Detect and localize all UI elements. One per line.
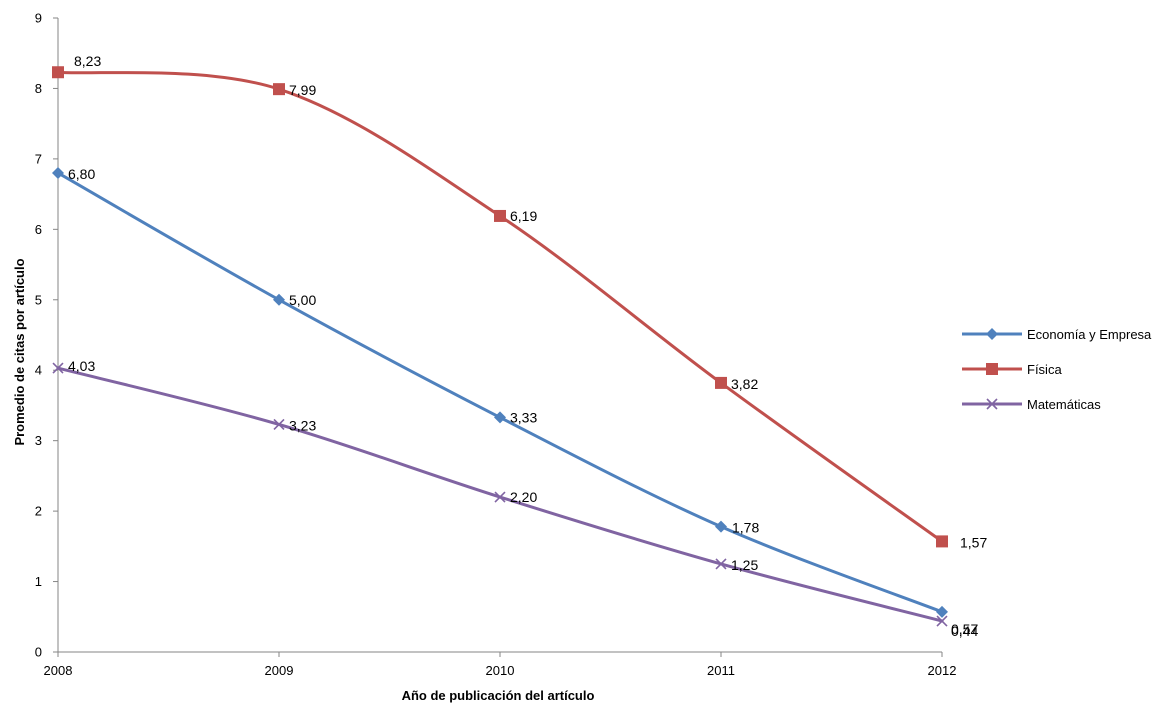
data-label: 0,44	[951, 623, 978, 639]
data-point	[273, 418, 285, 431]
series-layer: 4,03 3,23 2,20 1,25 0,44 6,80 5,00 3,33 1,78 0,57…	[52, 53, 987, 639]
y-tick-label: 8	[35, 81, 42, 96]
legend-label: Matemáticas	[1027, 397, 1101, 412]
y-tick-label: 5	[35, 292, 42, 307]
legend-item: Matemáticas	[962, 397, 1101, 412]
data-point	[52, 166, 64, 179]
y-axis: 0 1 2 3 4 5 6 7 8 9	[35, 11, 59, 660]
series-1: 8,23 7,99 6,19 3,82 1,57	[52, 53, 987, 550]
y-tick-label: 4	[35, 363, 42, 378]
data-label: 8,23	[74, 53, 101, 69]
data-label: 6,19	[510, 208, 537, 224]
data-label: 7,99	[289, 82, 316, 98]
x-tick-label: 2008	[44, 663, 73, 678]
legend-item: Física	[962, 362, 1062, 377]
y-axis-title: Promedio de citas por artículo	[12, 258, 27, 445]
series-line	[56, 70, 944, 543]
series-line	[56, 366, 944, 623]
y-tick-label: 9	[35, 11, 42, 26]
legend-marker	[986, 398, 998, 410]
data-label: 1,25	[731, 557, 758, 573]
data-label: 6,80	[68, 166, 95, 182]
data-point	[52, 362, 64, 374]
data-label: 4,03	[68, 358, 95, 374]
data-label: 1,57	[960, 534, 987, 550]
data-point	[494, 411, 506, 424]
data-label: 3,82	[731, 376, 758, 392]
data-label: 2,20	[510, 489, 537, 505]
y-tick-label: 6	[35, 222, 42, 237]
y-tick-label: 7	[35, 151, 42, 166]
data-label: 0,57	[951, 621, 978, 637]
data-point	[273, 293, 285, 306]
data-point	[715, 376, 727, 389]
x-tick-label: 2012	[928, 663, 957, 678]
legend-marker	[986, 328, 998, 340]
x-axis-title: Año de publicación del artículo	[402, 688, 595, 703]
data-point	[494, 491, 506, 503]
data-point	[273, 83, 285, 96]
y-tick-label: 2	[35, 504, 42, 519]
data-point	[52, 66, 64, 79]
data-label: 1,78	[732, 520, 759, 536]
data-point	[715, 558, 727, 570]
series-2: 4,03 3,23 2,20 1,25 0,44	[52, 358, 978, 639]
x-axis: 2008 2009 2010 2011 2012	[44, 651, 957, 678]
series-line	[56, 171, 944, 614]
legend-item: Economía y Empresa	[962, 327, 1152, 342]
data-point	[494, 209, 506, 222]
y-tick-label: 3	[35, 433, 42, 448]
x-tick-label: 2011	[707, 663, 735, 678]
x-tick-label: 2009	[265, 663, 294, 678]
x-tick-label: 2010	[486, 663, 515, 678]
series-0: 6,80 5,00 3,33 1,78 0,57	[52, 166, 978, 637]
legend: Economía y Empresa Física Matemáticas	[962, 327, 1152, 412]
data-point	[715, 520, 727, 533]
legend-label: Economía y Empresa	[1027, 327, 1152, 342]
data-label: 3,33	[510, 409, 537, 425]
data-label: 5,00	[289, 292, 316, 308]
y-tick-label: 1	[35, 574, 42, 589]
data-label: 3,23	[289, 417, 316, 433]
y-tick-label: 0	[35, 645, 42, 660]
data-point	[936, 605, 948, 618]
legend-marker	[986, 363, 998, 375]
data-point	[936, 535, 948, 548]
data-point	[936, 615, 948, 627]
legend-label: Física	[1027, 362, 1062, 377]
